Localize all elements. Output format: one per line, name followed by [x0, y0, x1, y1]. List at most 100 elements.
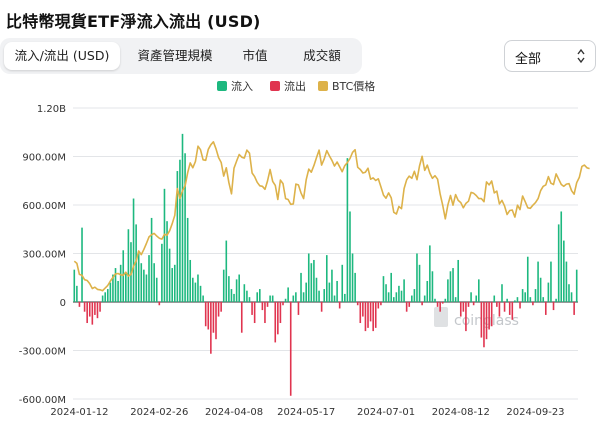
inflow-bar[interactable] [171, 268, 173, 302]
inflow-bar[interactable] [148, 255, 150, 302]
inflow-bar[interactable] [73, 269, 76, 302]
inflow-bar[interactable] [295, 292, 297, 302]
inflow-bar[interactable] [233, 293, 235, 302]
inflow-bar[interactable] [310, 263, 313, 302]
tab-aum[interactable]: 資產管理規模 [137, 48, 213, 63]
outflow-bar[interactable] [508, 302, 511, 315]
inflow-bar[interactable] [192, 277, 194, 302]
inflow-bar[interactable] [300, 272, 302, 302]
inflow-bar[interactable] [354, 272, 356, 302]
inflow-bar[interactable] [243, 284, 246, 302]
outflow-bar[interactable] [369, 302, 372, 322]
inflow-bar[interactable] [189, 259, 192, 302]
inflow-bar[interactable] [429, 245, 431, 302]
outflow-bar[interactable] [277, 302, 279, 335]
outflow-bar[interactable] [405, 302, 408, 312]
outflow-bar[interactable] [364, 302, 367, 332]
inflow-bar[interactable] [307, 253, 310, 303]
inflow-bar[interactable] [557, 224, 560, 302]
outflow-bar[interactable] [279, 302, 282, 324]
inflow-bar[interactable] [114, 268, 117, 302]
inflow-bar[interactable] [346, 158, 349, 302]
inflow-bar[interactable] [186, 217, 189, 302]
outflow-bar[interactable] [362, 302, 364, 317]
inflow-bar[interactable] [344, 293, 346, 302]
inflow-bar[interactable] [230, 289, 233, 302]
outflow-bar[interactable] [503, 302, 506, 312]
inflow-bar[interactable] [313, 259, 315, 302]
inflow-bar[interactable] [246, 290, 248, 302]
outflow-bar[interactable] [498, 302, 501, 317]
outflow-bar[interactable] [441, 302, 444, 304]
inflow-bar[interactable] [331, 269, 333, 302]
inflow-bar[interactable] [318, 290, 320, 302]
tab-inflow-outflow[interactable]: 流入/流出 (USD) [4, 42, 120, 70]
outflow-bar[interactable] [282, 302, 284, 306]
inflow-bar[interactable] [323, 289, 326, 302]
inflow-bar[interactable] [125, 272, 127, 302]
inflow-bar[interactable] [166, 221, 168, 302]
outflow-bar[interactable] [78, 302, 81, 307]
inflow-bar[interactable] [153, 263, 155, 302]
inflow-bar[interactable] [506, 298, 508, 302]
outflow-bar[interactable] [380, 302, 382, 306]
outflow-bar[interactable] [289, 302, 292, 396]
outflow-bar[interactable] [408, 302, 411, 307]
inflow-bar[interactable] [179, 159, 181, 302]
inflow-bar[interactable] [181, 133, 184, 302]
inflow-bar[interactable] [137, 253, 140, 303]
outflow-bar[interactable] [91, 302, 94, 325]
inflow-bar[interactable] [292, 295, 295, 302]
inflow-bar[interactable] [184, 153, 186, 302]
inflow-bar[interactable] [529, 297, 532, 302]
outflow-bar[interactable] [372, 302, 374, 332]
inflow-bar[interactable] [117, 280, 119, 302]
inflow-bar[interactable] [418, 264, 421, 302]
outflow-bar[interactable] [83, 302, 86, 312]
outflow-bar[interactable] [88, 302, 91, 317]
inflow-bar[interactable] [547, 282, 550, 302]
outflow-bar[interactable] [240, 302, 243, 333]
inflow-bar[interactable] [140, 263, 143, 302]
inflow-bar[interactable] [199, 285, 202, 302]
inflow-bar[interactable] [119, 264, 122, 302]
inflow-bar[interactable] [392, 297, 395, 302]
inflow-bar[interactable] [197, 274, 199, 302]
inflow-bar[interactable] [176, 171, 179, 302]
inflow-bar[interactable] [127, 229, 130, 302]
inflow-bar[interactable] [248, 297, 251, 302]
inflow-bar[interactable] [501, 284, 503, 302]
inflow-bar[interactable] [403, 279, 405, 302]
inflow-bar[interactable] [565, 261, 568, 302]
inflow-bar[interactable] [385, 284, 387, 302]
outflow-bar[interactable] [552, 302, 555, 311]
inflow-bar[interactable] [109, 282, 112, 302]
inflow-bar[interactable] [168, 248, 171, 302]
outflow-bar[interactable] [204, 302, 207, 327]
inflow-bar[interactable] [475, 295, 478, 302]
inflow-bar[interactable] [349, 211, 351, 302]
inflow-bar[interactable] [555, 298, 557, 302]
inflow-bar[interactable] [150, 217, 153, 302]
inflow-bar[interactable] [132, 198, 135, 302]
outflow-bar[interactable] [459, 302, 462, 317]
inflow-bar[interactable] [202, 295, 204, 302]
outflow-bar[interactable] [220, 302, 222, 312]
inflow-bar[interactable] [570, 292, 573, 302]
outflow-bar[interactable] [439, 302, 441, 312]
outflow-bar[interactable] [264, 302, 266, 324]
inflow-bar[interactable] [411, 295, 413, 302]
inflow-bar[interactable] [470, 292, 472, 302]
outflow-bar[interactable] [212, 302, 215, 333]
inflow-bar[interactable] [426, 280, 429, 302]
outflow-bar[interactable] [99, 302, 101, 312]
inflow-bar[interactable] [537, 261, 539, 302]
outflow-bar[interactable] [158, 302, 161, 306]
inflow-bar[interactable] [76, 285, 78, 302]
legend-item-outflow[interactable]: 流出 [270, 79, 306, 93]
outflow-bar[interactable] [359, 302, 362, 324]
inflow-bar[interactable] [222, 269, 225, 302]
inflow-bar[interactable] [416, 253, 418, 303]
inflow-bar[interactable] [284, 298, 287, 302]
outflow-bar[interactable] [86, 302, 88, 324]
